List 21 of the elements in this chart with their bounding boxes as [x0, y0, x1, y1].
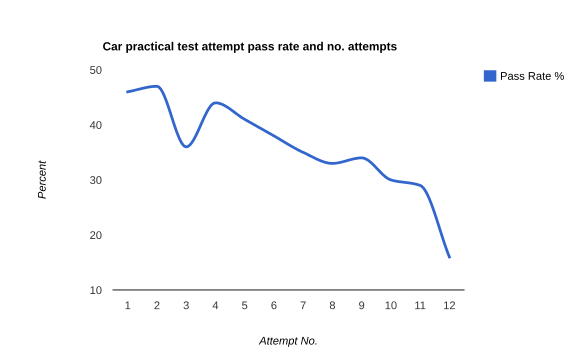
x-tick-label: 8 [330, 301, 336, 310]
chart-title: Car practical test attempt pass rate and no. attempts [103, 42, 397, 53]
x-tick-label: 12 [444, 301, 455, 310]
x-tick-label: 4 [212, 302, 218, 310]
x-tick-label: 7 [300, 302, 306, 310]
x-tick-label: 1 [125, 302, 130, 310]
x-tick-label: 5 [242, 302, 248, 310]
y-tick-label: 10 [90, 286, 102, 294]
y-tick-label: 30 [90, 176, 102, 184]
y-axis-title: Percent [38, 160, 46, 199]
x-axis-title: Attempt No. [258, 336, 317, 347]
x-tick-label: 2 [154, 301, 160, 310]
y-tick-label: 20 [90, 231, 102, 240]
x-tick-label: 11 [415, 302, 426, 310]
x-tick-label: 6 [271, 301, 277, 310]
x-tick-label: 10 [386, 301, 397, 310]
y-tick-label: 50 [90, 66, 102, 74]
y-tick-label: 40 [90, 121, 102, 129]
x-tick-label: 3 [184, 301, 189, 310]
legend-label: Pass Rate % [500, 72, 564, 80]
x-tick-label: 9 [359, 301, 364, 310]
